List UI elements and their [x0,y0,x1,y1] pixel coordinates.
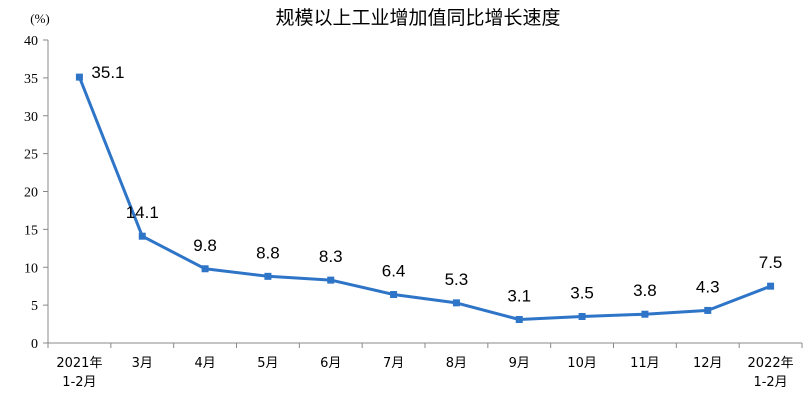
series-line-group [78,76,772,321]
y-tick-label: 40 [24,34,38,49]
data-label: 3.1 [507,287,531,306]
x-tick-label-line: 1-2月 [62,375,96,390]
y-tick-label: 10 [24,261,38,276]
x-axis-ticks: 2021年 1-2月 3月 4月 5月 6月 7月 8月 9月 10月 11月 12月 2022年 1-2… [47,343,803,390]
x-tick-label: 3月 [132,356,153,371]
data-point-marker [767,282,775,290]
data-label: 14.1 [126,203,159,222]
y-tick-label: 5 [31,299,38,314]
data-label: 3.8 [633,281,657,300]
x-tick-label: 4月 [194,356,215,371]
x-tick-label-line: 6月 [320,356,341,371]
x-tick-label-line: 8月 [446,356,467,371]
data-label: 7.5 [759,253,783,272]
x-tick-label: 8月 [446,356,467,371]
x-tick-label: 2022年 1-2月 [748,356,794,390]
x-tick-label-line: 11月 [630,356,660,371]
data-label: 6.4 [382,262,406,281]
y-axis-unit-label: (%) [30,11,50,26]
data-point-marker [75,73,83,81]
x-tick-label: 6月 [320,356,341,371]
data-point-marker [327,276,335,284]
x-tick-label: 2021年 1-2月 [56,356,102,390]
data-label: 9.8 [193,236,217,255]
x-tick-label-line: 4月 [194,356,215,371]
data-point-marker [390,291,398,299]
x-tick-label-line: 12月 [693,356,723,371]
series-line [78,76,772,321]
data-point-marker [515,316,523,324]
x-tick-label-line: 10月 [567,356,597,371]
y-tick-label: 25 [24,148,38,163]
x-tick-label: 12月 [693,356,723,371]
y-tick-label: 0 [31,337,38,352]
data-point-marker [138,232,146,240]
x-tick-label: 11月 [630,356,660,371]
y-tick-label: 35 [24,72,38,87]
x-tick-label-line: 2022年 [748,356,794,371]
x-tick-label-line: 7月 [383,356,404,371]
data-label: 8.8 [256,243,280,262]
x-tick-label: 7月 [383,356,404,371]
data-point-marker [452,299,460,307]
data-label: 8.3 [319,247,343,266]
y-tick-label: 30 [24,110,38,125]
x-tick-label-line: 5月 [257,356,278,371]
x-tick-label-line: 2021年 [56,356,102,371]
data-labels: 35.1 14.1 9.8 8.8 8.3 6.4 5.3 3.1 3.5 3.8 4.3 7.5 [91,63,782,305]
x-tick-label-line: 9月 [509,356,530,371]
data-label: 4.3 [696,277,720,296]
data-points [75,73,775,324]
x-tick-label-line: 3月 [132,356,153,371]
data-label: 35.1 [91,63,124,82]
y-tick-label: 20 [24,186,38,201]
data-point-marker [704,306,712,314]
data-point-marker [201,265,209,273]
x-tick-label: 5月 [257,356,278,371]
data-point-marker [641,310,649,318]
data-label: 5.3 [445,270,469,289]
x-tick-label: 10月 [567,356,597,371]
data-point-marker [264,272,272,280]
y-axis-ticks: 0 5 10 15 20 25 30 35 40 [24,34,48,352]
data-point-marker [578,312,586,320]
y-tick-label: 15 [24,223,38,238]
data-label: 3.5 [570,283,594,302]
x-tick-label-line: 1-2月 [753,375,787,390]
chart-title: 规模以上工业增加值同比增长速度 [275,7,560,29]
x-tick-label: 9月 [509,356,530,371]
